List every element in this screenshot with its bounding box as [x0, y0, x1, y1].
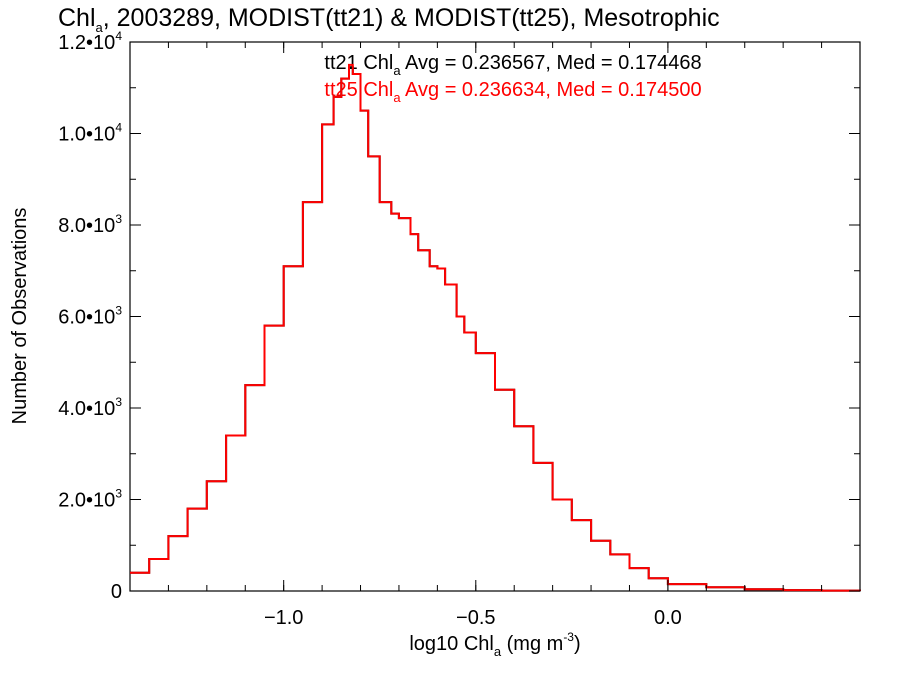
y-tick-label: 1.0•104 [58, 121, 122, 146]
plot-area [129, 41, 861, 592]
stats-line-tt21: tt21 Chla Avg = 0.236567, Med = 0.174468 [324, 52, 701, 78]
y-tick-label: 4.0•103 [58, 395, 122, 420]
y-tick-label: 6.0•103 [58, 304, 122, 329]
series-tt25-line [130, 63, 861, 592]
stats-legend: tt21 Chla Avg = 0.236567, Med = 0.174468… [324, 52, 701, 105]
chart-title: Chla, 2003289, MODIST(tt21) & MODIST(tt2… [58, 4, 720, 35]
y-tick-label: 8.0•103 [58, 212, 122, 237]
series-layer [130, 63, 861, 592]
x-tick-label: 0.0 [654, 607, 682, 629]
axes: −1.0 −0.5 0.0 0 2.0•103 4.0•103 6.0•103 8.0•103… [58, 29, 861, 629]
y-tick-label: 0 [111, 581, 122, 603]
x-axis-label: log10 Chla (mg m-3) [409, 630, 580, 659]
series-tt21-line [130, 66, 861, 592]
y-tick-label: 1.2•104 [58, 29, 122, 54]
stats-line-tt25: tt25 Chla Avg = 0.236634, Med = 0.174500 [324, 79, 701, 105]
x-tick-label: −0.5 [456, 607, 495, 629]
y-tick-label: 2.0•103 [58, 487, 122, 512]
x-tick-label: −1.0 [264, 607, 303, 629]
plot-frame [129, 41, 861, 592]
y-axis-label: Number of Observations [9, 208, 31, 425]
